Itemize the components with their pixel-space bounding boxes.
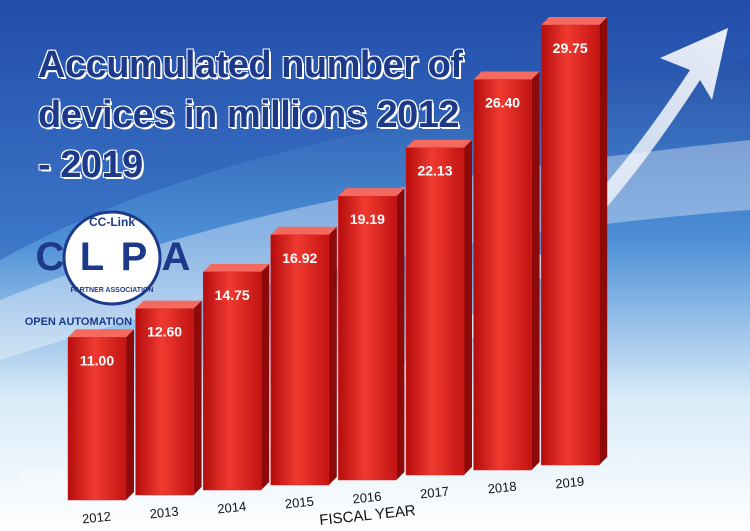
- logo-letter: C: [36, 235, 65, 279]
- bar-top: [541, 17, 608, 25]
- bar-top: [270, 226, 337, 235]
- bar: [270, 234, 330, 486]
- bar-top: [68, 329, 134, 338]
- value-label: 19.19: [350, 211, 385, 227]
- bar-side: [261, 263, 270, 490]
- x-tick-label: 2017: [419, 484, 449, 502]
- value-label: 14.75: [215, 287, 250, 303]
- value-label: 12.60: [147, 324, 182, 340]
- bar-top: [473, 71, 540, 80]
- x-tick-label: 2019: [555, 474, 585, 492]
- bar: [135, 308, 194, 496]
- x-tick-label: 2015: [284, 494, 314, 512]
- logo-ring: [62, 210, 162, 306]
- logo-letter: P: [121, 235, 148, 279]
- x-tick-label: 2013: [149, 504, 179, 522]
- logo-letter: A: [162, 235, 191, 279]
- chart-title: Accumulated number of devices in million…: [38, 44, 463, 186]
- bar-top: [135, 300, 202, 309]
- bar-side: [464, 139, 472, 475]
- bar-side: [328, 226, 337, 485]
- value-label: 16.92: [282, 250, 317, 266]
- value-label: 11.00: [80, 352, 114, 368]
- value-label: 26.40: [485, 95, 520, 111]
- bar-top: [406, 139, 472, 148]
- bar-top: [338, 188, 405, 197]
- bar-side: [126, 329, 134, 500]
- bar-side: [531, 71, 540, 471]
- bar: [540, 24, 600, 466]
- x-tick-label: 2012: [81, 509, 111, 527]
- bar-side: [396, 188, 405, 480]
- logo-top: CC-Link: [89, 215, 135, 229]
- x-tick-label: 2018: [487, 479, 517, 497]
- logo-letter: L: [80, 235, 104, 279]
- x-tick-label: 2016: [352, 489, 382, 507]
- value-label: 29.75: [553, 40, 588, 56]
- bar-top: [203, 263, 270, 272]
- logo-ring-text: PARTNER ASSOCIATION: [70, 287, 153, 294]
- bar: [67, 337, 127, 501]
- bar: [473, 79, 532, 471]
- value-label: 22.13: [417, 163, 452, 179]
- bar: [202, 271, 262, 491]
- bar-side: [599, 17, 608, 465]
- x-tick-label: 2014: [217, 499, 247, 517]
- bar: [405, 147, 465, 476]
- bar: [338, 195, 397, 481]
- bar-side: [193, 300, 202, 495]
